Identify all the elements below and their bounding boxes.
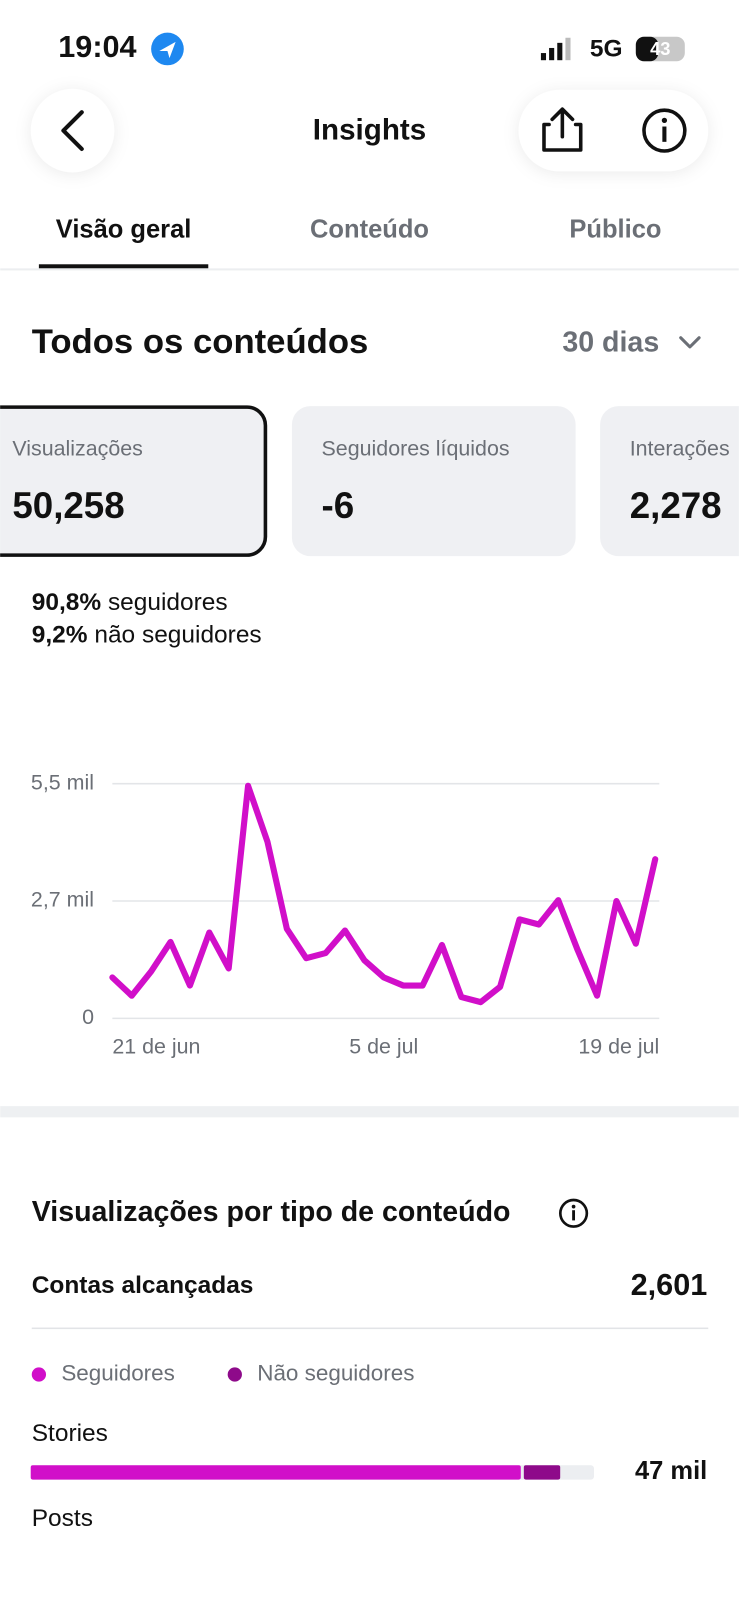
status-network: 5G [590,35,623,62]
section-divider [0,1106,739,1118]
reach-label: Contas alcançadas [32,1272,254,1299]
line-chart: 0 2,7 mil 5,5 mil 21 de jun 5 de jul 19 de ju… [31,770,660,1059]
signal-icon [540,37,571,61]
chevron-icon [679,336,701,349]
card-value: 2,278 [630,485,722,526]
card-label: Visualizações [12,437,143,461]
metric-card[interactable] [600,406,739,557]
card-value: 50,258 [12,485,124,526]
row-label: Stories [32,1420,108,1447]
back-icon [61,110,84,152]
row-value: 47 mil [635,1457,707,1485]
breakdown-label: não seguidores [94,622,261,649]
location-arrow [159,41,176,59]
battery-text: 43 [650,38,670,59]
info-button[interactable] [642,108,687,153]
breakdown-percent: 90,8% [32,590,102,617]
breakdown-line: 9,2% não seguidores [32,622,262,649]
tab[interactable]: Visão geral [56,215,192,243]
tab-indicator [38,264,209,269]
breakdown-label: seguidores [108,590,228,617]
card-label: Interações [630,437,730,461]
header-title: Insights [313,113,426,146]
breakdown-percent: 9,2% [32,622,88,649]
battery-level [635,36,659,62]
x-tick-label: 21 de jun [112,1035,200,1059]
screen-content: 19:04 5G 43 Insights Visão geral Conteúd… [0,30,739,1532]
info-icon[interactable] [558,1198,589,1228]
bar-segment [523,1465,561,1480]
y-tick-label: 2,7 mil [31,888,94,912]
legend-swatch [227,1367,242,1382]
metric-card[interactable] [291,406,576,557]
content-type-chart: Seguidores Não seguidores Stories 47 mil Pos… [30,1360,707,1532]
legend-label: Não seguidores [257,1360,414,1385]
metric-card[interactable] [0,405,268,557]
breakdown-line: 90,8% seguidores [32,590,228,617]
x-tick-label: 5 de jul [349,1035,418,1059]
y-tick-label: 0 [82,1005,94,1029]
legend-label: Seguidores [61,1360,175,1385]
status-time: 19:04 [58,30,136,64]
card-value: -6 [322,485,355,526]
bar-segment [30,1465,521,1480]
card-label: Seguidores líquidos [322,437,510,461]
row-label: Posts [32,1505,93,1532]
tab[interactable]: Conteúdo [310,215,429,243]
period-selector[interactable]: 30 dias [562,326,659,358]
reach-value: 2,601 [631,1268,708,1302]
legend-swatch [31,1367,47,1382]
action-group [518,89,709,172]
tab[interactable]: Público [569,215,661,243]
x-tick-label: 19 de jul [578,1035,659,1059]
share-button[interactable] [542,107,583,152]
line-series [109,782,659,1006]
divider [31,1327,709,1330]
back-button[interactable] [30,88,115,173]
y-tick-label: 5,5 mil [31,770,94,794]
section-title: Visualizações por tipo de conteúdo [32,1196,511,1228]
section-title: Todos os conteúdos [32,323,369,361]
divider [0,268,739,271]
